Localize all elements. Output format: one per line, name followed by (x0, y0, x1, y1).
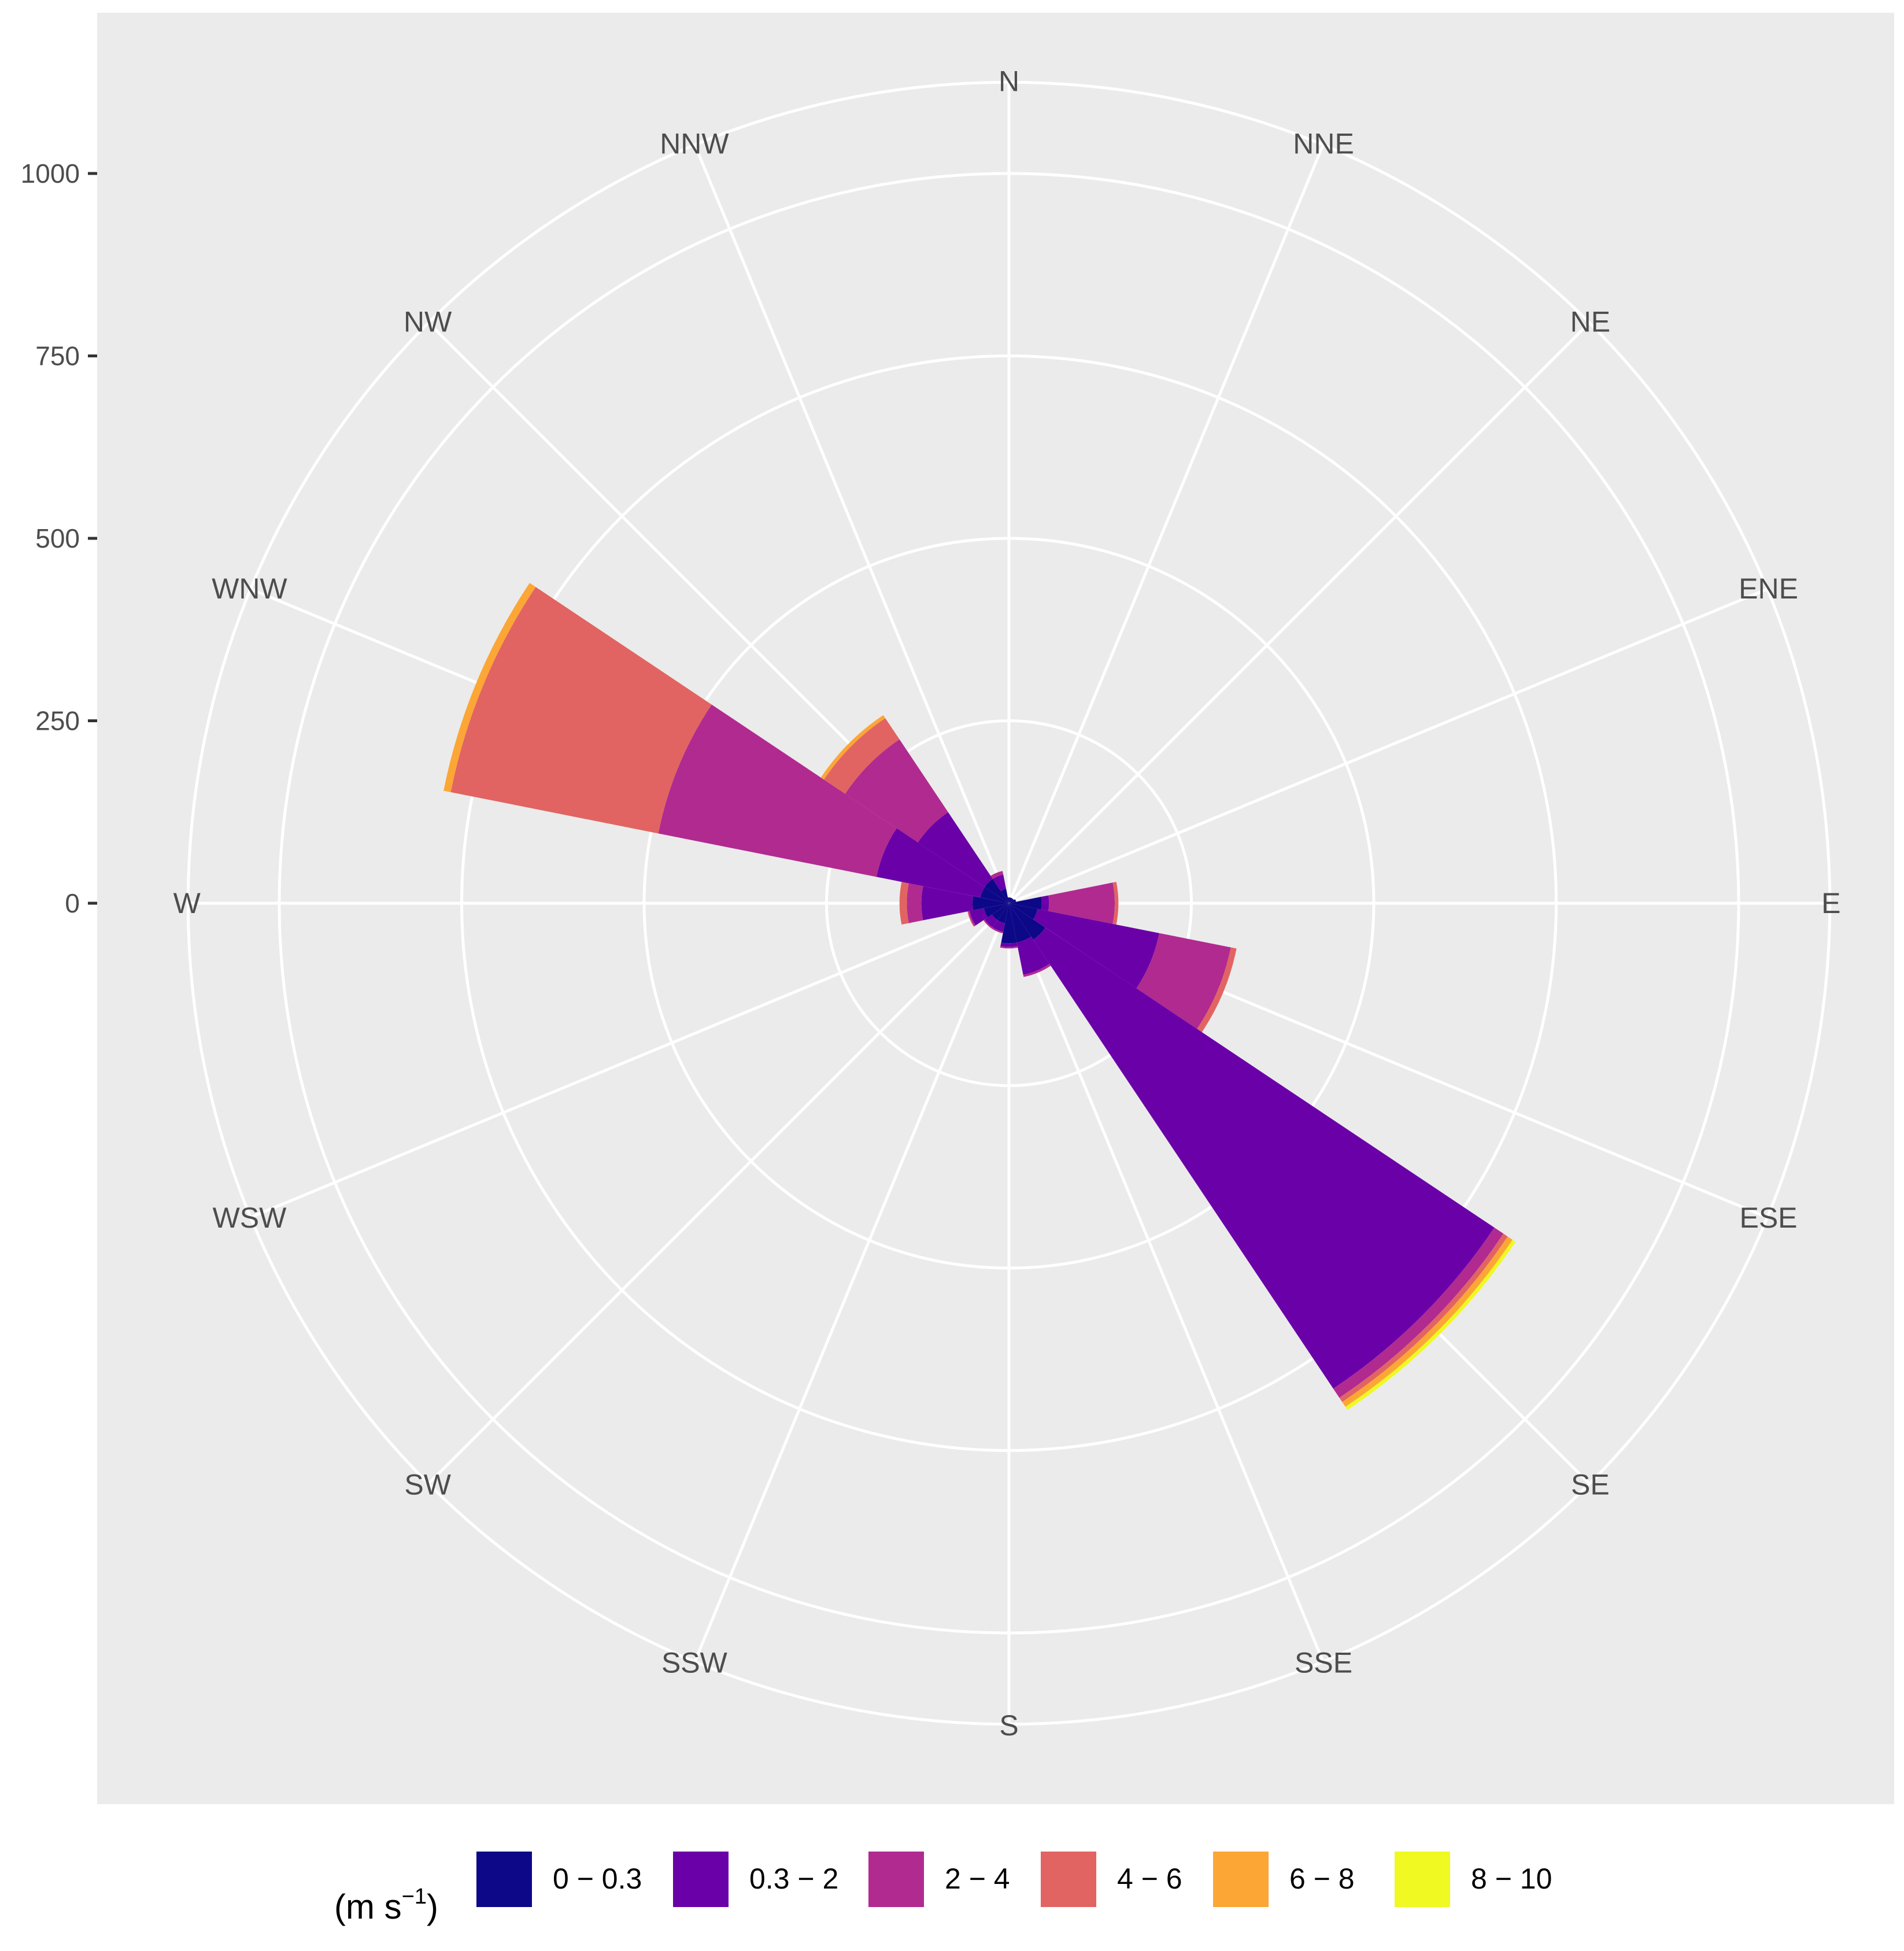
sector-nne-bin-0 (1009, 897, 1012, 903)
sector-ssw-bin-2 (992, 927, 1004, 933)
sector-s-bin-0 (1001, 903, 1017, 944)
sector-nnw-bin-0 (1000, 889, 1009, 903)
sector-wsw-bin-0 (984, 903, 1009, 918)
direction-label-ese: ESE (1739, 1202, 1797, 1234)
sector-nw-bin-2 (845, 739, 948, 843)
sector-sse-bin-1 (1016, 936, 1050, 975)
sector-nw-bin-4 (820, 715, 886, 780)
direction-label-wsw: WSW (213, 1202, 287, 1234)
radial-axis: 0 250 500 750 1000 (21, 158, 97, 918)
legend-key-5 (1395, 1852, 1450, 1907)
sector-nnw-bin-1 (992, 874, 1007, 892)
sector-wnw-bin-2 (658, 704, 897, 877)
direction-label-nnw: NNW (660, 127, 729, 160)
sector-ese-bin-3 (1197, 947, 1237, 1032)
tick-label-500: 500 (35, 523, 80, 553)
direction-label-ne: NE (1570, 306, 1610, 338)
direction-label-wnw: WNW (212, 572, 287, 605)
direction-label-sw: SW (404, 1468, 451, 1501)
legend-label-3: 4 − 6 (1117, 1863, 1182, 1895)
sector-w-bin-3 (899, 882, 909, 925)
wind-sectors (443, 583, 1516, 1410)
sector-se-bin-1 (1033, 928, 1495, 1389)
sector-wsw-bin-3 (967, 911, 975, 927)
sector-ese-bin-2 (1136, 933, 1231, 1029)
direction-label-n: N (999, 65, 1019, 97)
direction-label-ene: ENE (1739, 572, 1798, 605)
legend-label-5: 8 − 10 (1471, 1863, 1552, 1895)
tick-label-0: 0 (65, 888, 80, 918)
sector-nw-bin-3 (823, 718, 900, 794)
legend-label-2: 2 − 4 (945, 1863, 1010, 1895)
legend-key-2 (868, 1852, 924, 1907)
sector-nw-bin-0 (985, 879, 1009, 903)
sector-ssw-bin-0 (997, 903, 1009, 923)
direction-label-s: S (999, 1709, 1018, 1742)
legend: (m s−1) 0 − 0.3 0.3 − 2 2 − 4 4 − 6 6 − 8 8 −… (334, 1852, 1552, 1926)
legend-label-0: 0 − 0.3 (553, 1863, 642, 1895)
spoke-ssw (693, 903, 1011, 1662)
direction-label-e: E (1821, 887, 1840, 919)
sector-wnw-bin-0 (980, 886, 1009, 903)
sector-se-bin-0 (1009, 903, 1045, 940)
spoke-wsw (250, 901, 1010, 1219)
sector-ssw-bin-1 (992, 920, 1005, 932)
spoke-sse (1007, 903, 1325, 1662)
sector-w-bin-2 (907, 883, 923, 923)
legend-key-3 (1041, 1852, 1096, 1907)
sector-e-bin-1 (1041, 895, 1049, 911)
legend-key-4 (1213, 1852, 1269, 1907)
legend-title-sup: −1 (402, 1885, 427, 1909)
legend-key-1 (673, 1852, 729, 1907)
spoke-ne (1008, 322, 1591, 904)
spoke-nne (1007, 144, 1325, 904)
legend-title-end: ) (427, 1887, 438, 1926)
sector-se-bin-2 (1333, 1227, 1504, 1398)
spoke-sw (427, 902, 1010, 1485)
sector-wnw-bin-4 (443, 583, 536, 792)
sector-nw-bin-1 (918, 812, 993, 887)
sector-ese-bin-0 (1009, 903, 1038, 920)
legend-key-0 (476, 1852, 532, 1907)
direction-label-w: W (173, 887, 201, 919)
sector-sw-bin-2 (983, 919, 993, 929)
sector-e-bin-3 (1112, 882, 1119, 925)
tick-label-250: 250 (35, 706, 80, 736)
sector-ene-bin-0 (1009, 899, 1016, 903)
sector-n-bin-0 (1008, 897, 1010, 903)
tick-label-750: 750 (35, 341, 80, 371)
sector-sw-bin-1 (985, 914, 998, 928)
legend-label-4: 6 − 8 (1289, 1863, 1355, 1895)
tick-label-1000: 1000 (21, 158, 80, 189)
sector-sse-bin-2 (1023, 963, 1051, 977)
sector-e-bin-2 (1048, 882, 1115, 924)
sector-sse-bin-0 (1009, 903, 1032, 943)
sector-e-bin-0 (1009, 896, 1042, 910)
direction-labels: N NNE NE ENE E ESE SE SSE S SSW SW WSW W WNW NW NNW (173, 65, 1841, 1742)
spoke-ene (1008, 587, 1768, 905)
direction-label-ssw: SSW (661, 1647, 728, 1679)
sector-ne-bin-0 (1009, 898, 1014, 903)
legend-label-1: 0.3 − 2 (749, 1863, 838, 1895)
legend-title-text: (m s (334, 1887, 402, 1926)
sector-w-bin-0 (972, 896, 1009, 911)
direction-label-se: SE (1571, 1468, 1610, 1501)
legend-title: (m s−1) (334, 1885, 438, 1926)
sector-sw-bin-0 (992, 903, 1009, 921)
sector-wsw-bin-1 (969, 908, 988, 926)
sector-ese-bin-1 (1033, 908, 1159, 989)
sector-wnw-bin-1 (877, 828, 985, 898)
direction-label-sse: SSE (1295, 1647, 1352, 1679)
sector-nnw-bin-2 (990, 871, 1004, 880)
sector-s-bin-1 (1000, 943, 1018, 947)
sector-wnw-bin-3 (450, 587, 712, 834)
direction-label-nne: NNE (1293, 127, 1354, 160)
direction-label-nw: NW (404, 306, 452, 338)
spoke-nnw (693, 144, 1011, 904)
sector-w-bin-1 (921, 886, 974, 921)
sector-wsw-bin-2 (968, 911, 976, 926)
sector-s-bin-2 (1000, 946, 1018, 949)
